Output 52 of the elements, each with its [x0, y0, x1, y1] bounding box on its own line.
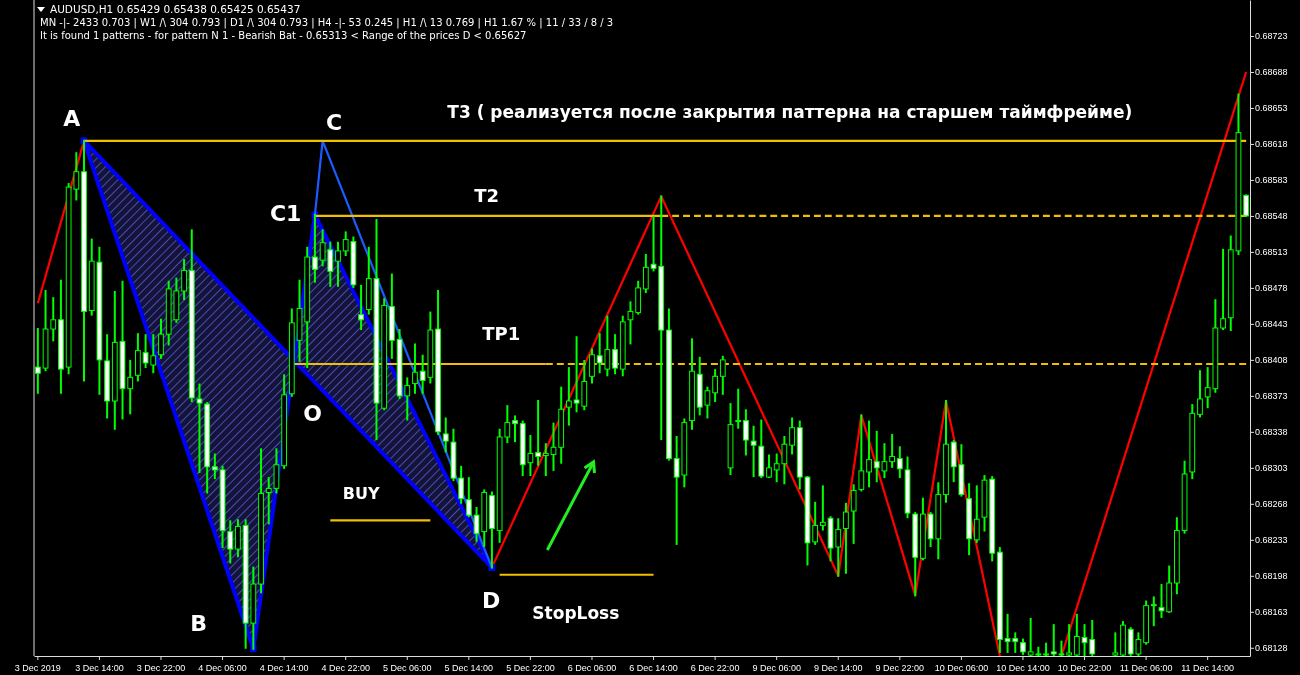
y-tick-label: 0.68408	[1255, 355, 1288, 366]
y-tick-label: 0.68233	[1255, 535, 1288, 546]
y-tick-label: 0.68653	[1255, 103, 1288, 114]
x-tick-label: 6 Dec 14:00	[629, 663, 678, 674]
y-tick-label: 0.68513	[1255, 247, 1288, 258]
annotation: B	[190, 610, 208, 636]
x-tick-label: 6 Dec 06:00	[567, 663, 617, 674]
annotation: T2	[474, 184, 499, 206]
y-tick-label: 0.68443	[1255, 319, 1288, 330]
annotation: C	[326, 109, 343, 135]
y-tick-label: 0.68618	[1255, 139, 1288, 150]
x-tick-label: 11 Dec 06:00	[1119, 663, 1173, 674]
x-tick-label: 10 Dec 14:00	[996, 663, 1050, 674]
x-tick-label: 4 Dec 06:00	[198, 663, 247, 674]
annotation: StopLoss	[532, 603, 620, 623]
y-tick-label: 0.68128	[1255, 643, 1288, 654]
chart-title: AUDUSD,H1 0.65429 0.65438 0.65425 0.65437	[50, 3, 301, 15]
x-tick-label: 6 Dec 22:00	[690, 663, 740, 674]
annotation: TP1	[482, 322, 521, 344]
annotation: BUY	[342, 483, 380, 503]
y-tick-label: 0.68303	[1255, 463, 1288, 474]
y-tick-label: 0.68198	[1255, 571, 1288, 582]
annotation: T3 ( реализуется после закрытия паттерна на старшем таймфрейме)	[447, 102, 1133, 122]
annotation: O	[303, 400, 322, 426]
annotation: MN -|- 2433 0.703 | W1 /\ 304 0.793 | D1 /\ 304 0.793 | H4 -|- 53 0.245 | H1 /\ 13 0.769 | H1 1.67 % | 11 / 33 / 8 / 3	[40, 17, 614, 29]
x-tick-label: 3 Dec 2019	[14, 663, 61, 674]
annotation: It is found 1 patterns - for pattern N 1 - Bearish Bat - 0.65313 < Range of the prices D < 0.65627	[40, 30, 527, 41]
y-tick-label: 0.68688	[1255, 67, 1288, 78]
x-tick-label: 5 Dec 14:00	[444, 663, 494, 674]
annotation: D	[482, 587, 501, 613]
y-tick-label: 0.68723	[1255, 31, 1288, 42]
x-tick-label: 3 Dec 22:00	[136, 663, 186, 674]
x-tick-label: 3 Dec 14:00	[75, 663, 124, 674]
x-tick-label: 5 Dec 22:00	[506, 663, 555, 674]
y-tick-label: 0.68478	[1255, 283, 1288, 294]
y-tick-label: 0.68583	[1255, 175, 1288, 186]
x-tick-label: 9 Dec 06:00	[752, 663, 801, 674]
y-tick-label: 0.68373	[1255, 391, 1288, 402]
y-tick-label: 0.68338	[1255, 427, 1288, 438]
y-tick-label: 0.68548	[1255, 211, 1288, 222]
x-tick-label: 9 Dec 22:00	[875, 663, 925, 674]
x-tick-label: 4 Dec 22:00	[321, 663, 370, 674]
x-tick-label: 10 Dec 06:00	[934, 663, 989, 674]
x-tick-label: 11 Dec 14:00	[1181, 663, 1235, 674]
annotation: C1	[269, 200, 302, 226]
x-tick-label: 4 Dec 14:00	[259, 663, 309, 674]
x-tick-label: 10 Dec 22:00	[1057, 663, 1112, 674]
x-tick-label: 5 Dec 06:00	[382, 663, 432, 674]
y-tick-label: 0.68268	[1255, 499, 1288, 510]
y-tick-label: 0.68163	[1255, 607, 1288, 618]
x-tick-label: 9 Dec 14:00	[813, 663, 863, 674]
annotation: A	[63, 105, 81, 131]
